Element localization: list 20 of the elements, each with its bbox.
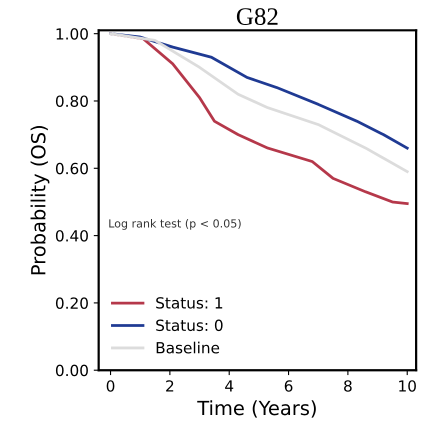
x-tick-label: 10 [399,380,416,392]
y-tick-label: 0.40 [56,230,88,242]
annotation: Log rank test (p < 0.05) [109,219,241,230]
y-tick-label: 0.80 [56,95,88,108]
legend-label: Baseline [156,342,220,354]
x-tick-label: 4 [225,380,234,392]
y-tick-label: 0.00 [56,364,88,376]
x-tick-label: 0 [106,380,114,392]
y-tick-label: 0.20 [56,297,88,309]
x-tick-label: 8 [344,380,352,392]
legend-label: Status: 1 [156,297,222,309]
y-tick-label: 0.60 [56,162,88,174]
y-tick-label: 1.00 [56,28,88,40]
x-tick-label: 6 [284,380,292,392]
x-axis-title: Time (Years) [197,400,316,418]
legend-label: Status: 0 [156,320,223,332]
x-tick-label: 2 [166,380,174,392]
chart-title: G82 [236,8,278,25]
y-axis-title: Probability (OS) [30,126,50,274]
line-series [109,32,409,174]
